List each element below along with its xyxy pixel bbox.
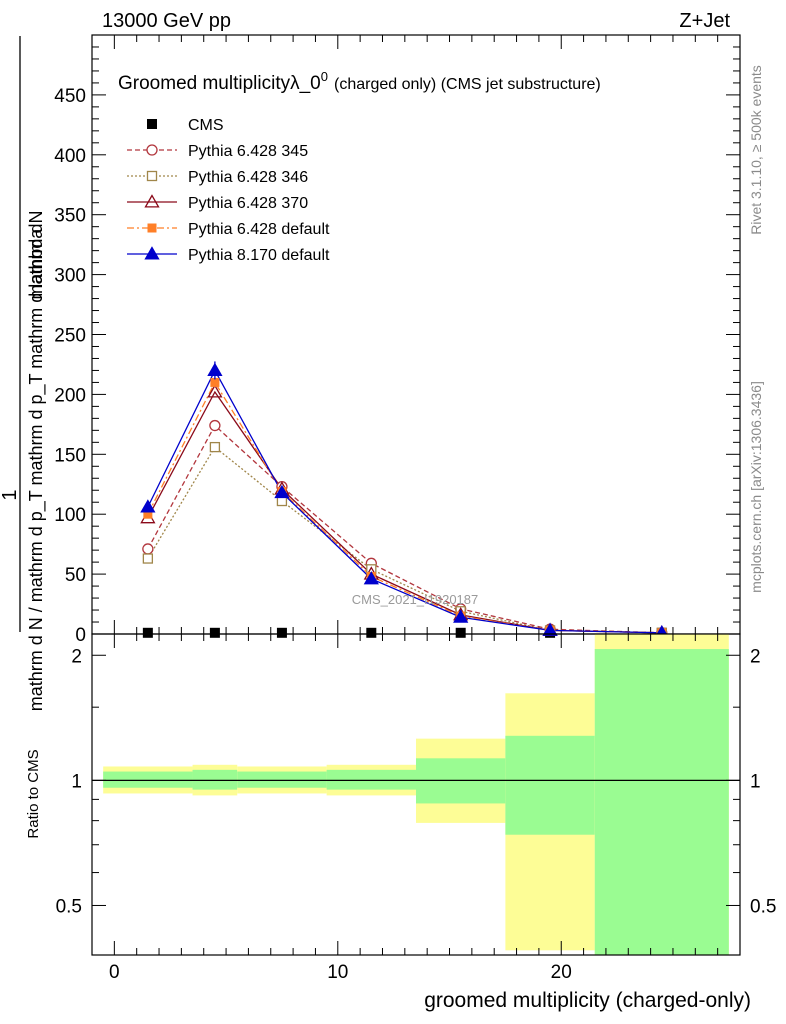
main-y-tick-label: 400 bbox=[54, 146, 86, 167]
plot-title-detail: (charged only) (CMS jet substructure) bbox=[334, 76, 601, 93]
marker-filled-triangle bbox=[144, 246, 160, 260]
ratio-green-band bbox=[103, 771, 193, 788]
ratio-plot-panel: 0.5 0.5 1 1 2 2 bbox=[56, 633, 776, 956]
x-axis-tick-labels: 0 10 20 bbox=[109, 962, 572, 983]
data-point-open-circle bbox=[142, 543, 154, 555]
main-y-tick-label: 0 bbox=[75, 625, 86, 646]
legend-entry: Pythia 6.428 370 bbox=[127, 194, 308, 212]
data-point-filled-triangle bbox=[453, 609, 469, 623]
legend-label: CMS bbox=[188, 117, 224, 134]
data-point-filled-square bbox=[366, 627, 377, 638]
legend-label: Pythia 6.428 default bbox=[188, 221, 330, 238]
main-axis-ticks: 0 50 100 150 200 250 300 350 400 450 bbox=[54, 35, 740, 646]
ratio-green-band bbox=[192, 769, 238, 790]
header-energy-label: 13000 GeV pp bbox=[102, 10, 231, 32]
x-tick-label: 20 bbox=[551, 962, 572, 983]
y-label-numerator: mathrm dN bbox=[26, 210, 46, 299]
main-y-axis-label: mathrm dN 1 mathrm d N / mathrm d p_T ma… bbox=[0, 36, 47, 711]
x-tick-label: 10 bbox=[327, 962, 348, 983]
data-point-filled-square-small bbox=[143, 509, 153, 519]
y-label-denominator: mathrm d N / mathrm d p_T mathrm d p_T m… bbox=[26, 228, 47, 711]
data-point-filled-triangle bbox=[363, 571, 379, 585]
main-series-markers bbox=[140, 361, 670, 639]
main-y-tick-label: 50 bbox=[65, 565, 86, 586]
marker-open-triangle bbox=[144, 194, 160, 208]
main-y-tick-label: 250 bbox=[54, 326, 86, 347]
data-point-filled-square-small bbox=[210, 377, 220, 387]
ratio-green-band bbox=[505, 735, 595, 835]
data-point-filled-triangle bbox=[140, 499, 156, 513]
ratio-y-tick-label: 2 bbox=[71, 646, 82, 667]
data-point-filled-triangle bbox=[542, 622, 558, 636]
analysis-watermark: CMS_2021_I1920187 bbox=[352, 592, 479, 607]
marker-open-square bbox=[146, 170, 158, 182]
main-y-tick-label: 350 bbox=[54, 206, 86, 227]
data-point-open-circle bbox=[209, 419, 221, 432]
main-y-tick-label: 150 bbox=[54, 445, 86, 466]
ratio-y-tick-label: 1 bbox=[71, 771, 82, 792]
ratio-green-band bbox=[237, 771, 327, 788]
data-point-filled-square bbox=[209, 627, 220, 638]
mcplots-source-label: mcplots.cern.ch [arXiv:1306.3436] bbox=[748, 381, 764, 593]
legend-entry: Pythia 8.170 default bbox=[127, 246, 330, 264]
legend-entry: Pythia 6.428 345 bbox=[127, 143, 308, 160]
ratio-y-axis-label: Ratio to CMS bbox=[25, 749, 42, 838]
data-point-filled-square bbox=[276, 627, 287, 638]
legend-label: Pythia 6.428 346 bbox=[188, 169, 308, 186]
legend-entry: Pythia 6.428 default bbox=[127, 221, 330, 238]
ratio-y-tick-label-right: 1 bbox=[750, 771, 761, 792]
main-y-tick-label: 300 bbox=[54, 266, 86, 287]
ratio-uncertainty-bands bbox=[103, 634, 729, 955]
x-axis-label: groomed multiplicity (charged-only) bbox=[424, 989, 751, 1012]
ratio-y-tick-label: 0.5 bbox=[56, 896, 82, 917]
legend-label: Pythia 8.170 default bbox=[188, 247, 330, 264]
ratio-y-tick-label-right: 0.5 bbox=[750, 896, 776, 917]
data-point-open-square bbox=[142, 553, 154, 564]
marker-small-square bbox=[147, 223, 157, 233]
rivet-version-label: Rivet 3.1.10, ≥ 500k events bbox=[748, 65, 764, 235]
plot-title-main: Groomed multiplicityλ_0 bbox=[118, 73, 321, 94]
data-point-open-square bbox=[209, 441, 221, 453]
legend: CMS Pythia 6.428 345 Pythia 6.428 346 Pythi… bbox=[127, 117, 330, 264]
ratio-green-band bbox=[594, 649, 729, 955]
legend-label: Pythia 6.428 370 bbox=[188, 195, 308, 212]
main-y-tick-label: 450 bbox=[54, 86, 86, 107]
data-point-open-triangle bbox=[207, 384, 223, 398]
header-process-label: Z+Jet bbox=[679, 10, 730, 32]
main-y-tick-label: 200 bbox=[54, 385, 86, 406]
legend-entry: Pythia 6.428 346 bbox=[127, 169, 308, 186]
plot-title: Groomed multiplicityλ_00 (charged only) (… bbox=[118, 69, 601, 94]
marker-open-circle bbox=[146, 144, 158, 156]
ratio-y-tick-label-right: 2 bbox=[750, 646, 761, 667]
y-label-one: 1 bbox=[0, 489, 21, 500]
data-point-filled-triangle bbox=[274, 484, 290, 499]
main-plot-panel: 0 50 100 150 200 250 300 350 400 450 CMS_2021_I19… bbox=[54, 34, 741, 646]
data-point-filled-square bbox=[142, 627, 153, 638]
ratio-plot-frame bbox=[91, 633, 741, 956]
legend-label: Pythia 6.428 345 bbox=[188, 143, 308, 160]
main-y-tick-label: 100 bbox=[54, 505, 86, 526]
x-tick-label: 0 bbox=[109, 962, 120, 983]
ratio-green-band bbox=[326, 769, 416, 790]
plot-title-superscript: 0 bbox=[321, 69, 328, 84]
marker-filled-square bbox=[147, 119, 157, 129]
data-point-filled-square bbox=[455, 627, 466, 638]
ratio-axis-ticks: 0.5 0.5 1 1 2 2 bbox=[56, 634, 776, 955]
legend-entry: CMS bbox=[147, 117, 224, 134]
